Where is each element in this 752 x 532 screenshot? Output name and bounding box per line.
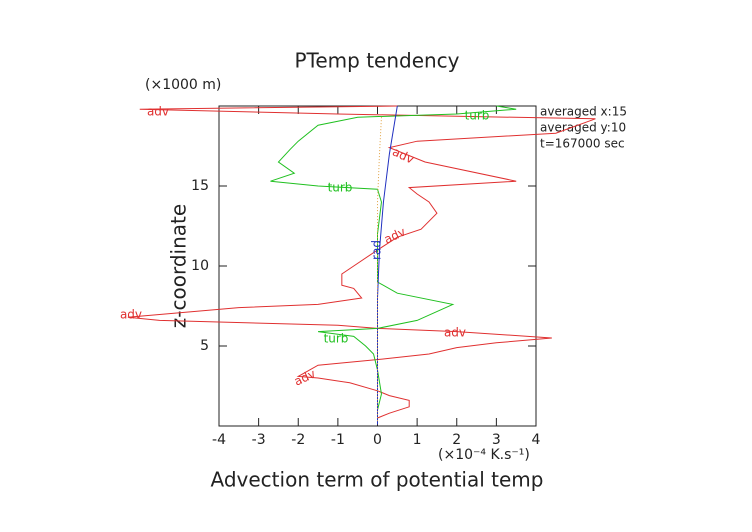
- line-label: turb: [328, 181, 353, 195]
- series-line: [270, 105, 517, 423]
- x-tick-label: 0: [373, 432, 382, 448]
- y-tick-label: 5: [200, 338, 209, 354]
- x-tick-label: 2: [452, 432, 461, 448]
- x-tick-label: -2: [291, 432, 305, 448]
- x-tick-label: 3: [492, 432, 501, 448]
- x-tick-label: 4: [532, 432, 541, 448]
- line-label: adv: [382, 225, 408, 247]
- y-tick-label: 15: [191, 178, 209, 194]
- series-line: [377, 105, 398, 425]
- series-line: [377, 117, 382, 423]
- y-axis-label: z-coordinate: [167, 204, 191, 328]
- x-tick-label: -3: [252, 432, 266, 448]
- x-tick-label: -1: [331, 432, 345, 448]
- y-tick-label: 10: [191, 258, 209, 274]
- line-label: adv: [147, 105, 169, 119]
- line-label: adv: [292, 367, 318, 389]
- chart-title: PTemp tendency: [294, 49, 459, 73]
- line-label: adv: [120, 308, 142, 322]
- annotation: t=167000 sec: [540, 137, 625, 151]
- x-tick-label: 1: [413, 432, 422, 448]
- line-label: turb: [324, 332, 349, 346]
- line-label: adv: [390, 145, 416, 167]
- line-label: adv: [444, 326, 466, 340]
- x-unit: (×10⁻⁴ K.s⁻¹): [438, 447, 530, 463]
- x-axis-label: Advection term of potential temp: [211, 468, 544, 492]
- line-label: turb: [465, 109, 490, 123]
- annotation: averaged x:15: [540, 105, 627, 119]
- line-label: rad: [370, 240, 384, 260]
- series-line: [127, 105, 596, 425]
- x-tick-label: -4: [212, 432, 226, 448]
- annotation: averaged y:10: [540, 121, 626, 135]
- y-unit: (×1000 m): [145, 77, 221, 93]
